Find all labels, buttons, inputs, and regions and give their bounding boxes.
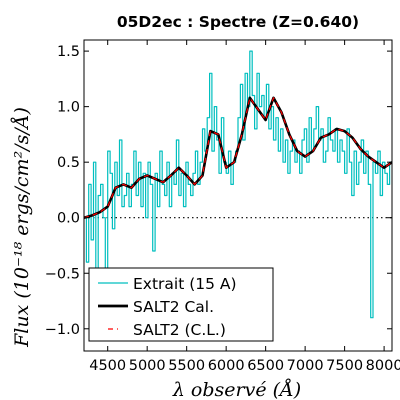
x-tick-label: 5000 xyxy=(129,358,166,374)
y-tick-label: 1.0 xyxy=(57,100,80,116)
x-tick-label: 5500 xyxy=(168,358,205,374)
legend: Extrait (15 A) SALT2 Cal. SALT2 (C.L.) xyxy=(88,267,274,342)
x-axis-label: λ observé (Å) xyxy=(172,379,301,400)
legend-box xyxy=(88,267,274,342)
legend-label: Extrait (15 A) xyxy=(133,275,237,293)
legend-label: SALT2 (C.L.) xyxy=(133,321,226,339)
x-tick-label: 6000 xyxy=(208,358,245,374)
x-tick-label: 8000 xyxy=(366,358,400,374)
chart-title: 05D2ec : Spectre (Z=0.640) xyxy=(117,13,359,31)
y-tick-label: −0.5 xyxy=(45,266,80,282)
series-line-2 xyxy=(84,96,392,219)
y-tick-label: 0.5 xyxy=(57,155,80,171)
y-tick-label: 0.0 xyxy=(57,211,80,227)
legend-label: SALT2 Cal. xyxy=(133,298,214,316)
x-tick-label: 7000 xyxy=(287,358,324,374)
svg-text:Flux (10⁻¹⁸ ergs/cm²/s/Å): Flux (10⁻¹⁸ ergs/cm²/s/Å) xyxy=(11,107,33,348)
series-line-3 xyxy=(84,97,392,219)
y-axis-label: Flux (10⁻¹⁸ ergs/cm²/s/Å) xyxy=(11,107,33,348)
y-tick-label: 1.5 xyxy=(57,44,80,60)
x-tick-label: 7500 xyxy=(326,358,363,374)
series-line-1 xyxy=(84,50,392,319)
x-tick-label: 4500 xyxy=(89,358,126,374)
x-tick-label: 6500 xyxy=(247,358,284,374)
plot-frame xyxy=(83,39,393,352)
y-tick-label: −1.0 xyxy=(45,322,80,338)
